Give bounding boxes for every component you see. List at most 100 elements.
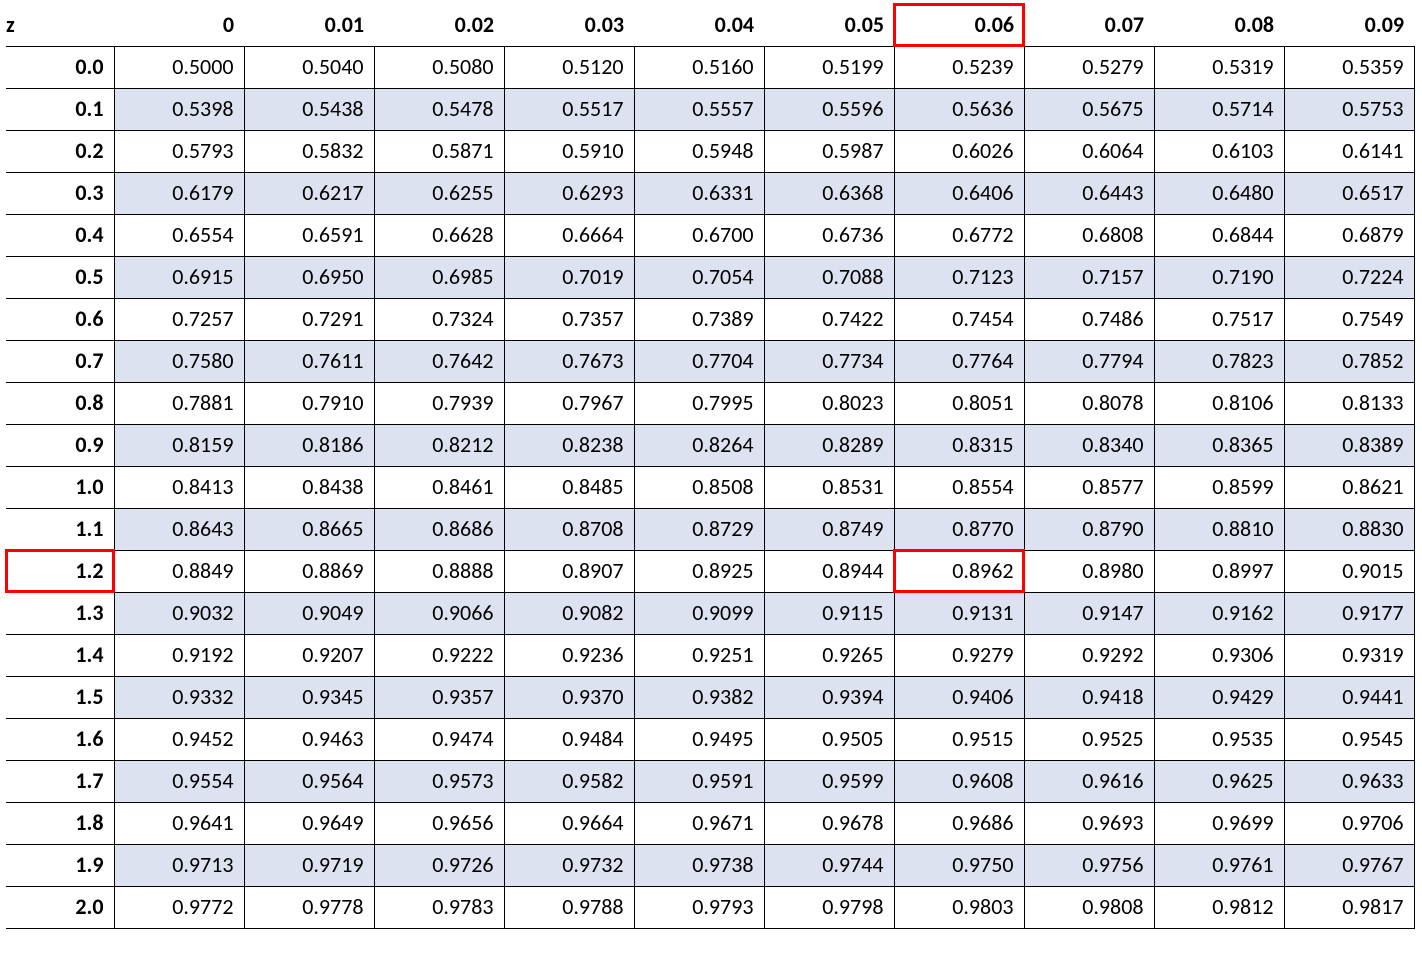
cell: 0.7157 [1024,256,1154,298]
cell: 0.8980 [1024,550,1154,592]
cell: 0.8749 [764,508,894,550]
cell: 0.5319 [1154,46,1284,88]
cell: 0.6026 [894,130,1024,172]
cell: 0.6103 [1154,130,1284,172]
cell: 0.6591 [244,214,374,256]
cell: 0.9788 [504,886,634,928]
cell: 0.7764 [894,340,1024,382]
cell: 0.9292 [1024,634,1154,676]
col-header: 0.08 [1154,4,1284,46]
cell: 0.8810 [1154,508,1284,550]
cell: 0.8461 [374,466,504,508]
cell: 0.6736 [764,214,894,256]
row-header: 1.0 [6,466,114,508]
cell: 0.9699 [1154,802,1284,844]
cell: 0.8531 [764,466,894,508]
cell: 0.9671 [634,802,764,844]
cell: 0.8729 [634,508,764,550]
cell: 0.5438 [244,88,374,130]
cell-highlighted: 0.8962 [894,550,1024,592]
cell: 0.8485 [504,466,634,508]
row-header: 0.8 [6,382,114,424]
cell: 0.9382 [634,676,764,718]
cell: 0.7324 [374,298,504,340]
cell: 0.7995 [634,382,764,424]
cell: 0.7967 [504,382,634,424]
table-row: 0.8 0.7881 0.7910 0.7939 0.7967 0.7995 0… [6,382,1414,424]
cell: 0.7673 [504,340,634,382]
cell: 0.9515 [894,718,1024,760]
cell: 0.6179 [114,172,244,214]
cell: 0.6700 [634,214,764,256]
cell: 0.6255 [374,172,504,214]
cell: 0.9207 [244,634,374,676]
cell: 0.7852 [1284,340,1414,382]
cell: 0.9495 [634,718,764,760]
cell: 0.9591 [634,760,764,802]
cell: 0.9625 [1154,760,1284,802]
cell: 0.7517 [1154,298,1284,340]
table-row: 1.5 0.9332 0.9345 0.9357 0.9370 0.9382 0… [6,676,1414,718]
cell: 0.9750 [894,844,1024,886]
cell: 0.5793 [114,130,244,172]
cell: 0.9441 [1284,676,1414,718]
cell: 0.9738 [634,844,764,886]
cell: 0.7019 [504,256,634,298]
cell: 0.8621 [1284,466,1414,508]
table-body: 0.0 0.5000 0.5040 0.5080 0.5120 0.5160 0… [6,46,1414,928]
table-row: 1.9 0.9713 0.9719 0.9726 0.9732 0.9738 0… [6,844,1414,886]
cell: 0.6443 [1024,172,1154,214]
cell: 0.9554 [114,760,244,802]
header-row: z 0 0.01 0.02 0.03 0.04 0.05 0.06 0.07 0… [6,4,1414,46]
cell: 0.9713 [114,844,244,886]
cell: 0.8389 [1284,424,1414,466]
cell: 0.8264 [634,424,764,466]
cell: 0.8340 [1024,424,1154,466]
cell: 0.8023 [764,382,894,424]
cell: 0.9616 [1024,760,1154,802]
cell: 0.5987 [764,130,894,172]
cell: 0.9545 [1284,718,1414,760]
cell: 0.5675 [1024,88,1154,130]
cell: 0.9115 [764,592,894,634]
cell: 0.7190 [1154,256,1284,298]
cell: 0.8770 [894,508,1024,550]
cell: 0.7454 [894,298,1024,340]
cell: 0.9744 [764,844,894,886]
cell: 0.5557 [634,88,764,130]
cell: 0.6844 [1154,214,1284,256]
col-header-highlighted: 0.06 [894,4,1024,46]
cell: 0.9082 [504,592,634,634]
row-header: 1.7 [6,760,114,802]
cell: 0.6480 [1154,172,1284,214]
cell: 0.8315 [894,424,1024,466]
cell: 0.9345 [244,676,374,718]
table-row: 0.7 0.7580 0.7611 0.7642 0.7673 0.7704 0… [6,340,1414,382]
cell: 0.8665 [244,508,374,550]
col-header: 0.03 [504,4,634,46]
cell: 0.9279 [894,634,1024,676]
cell: 0.5596 [764,88,894,130]
cell: 0.9767 [1284,844,1414,886]
cell: 0.5910 [504,130,634,172]
cell: 0.8159 [114,424,244,466]
cell: 0.9049 [244,592,374,634]
col-header: 0.09 [1284,4,1414,46]
cell: 0.6879 [1284,214,1414,256]
cell: 0.5120 [504,46,634,88]
cell: 0.9641 [114,802,244,844]
cell: 0.6517 [1284,172,1414,214]
cell: 0.9535 [1154,718,1284,760]
row-header: 0.7 [6,340,114,382]
row-header: 0.0 [6,46,114,88]
cell: 0.9394 [764,676,894,718]
cell: 0.6772 [894,214,1024,256]
row-header: 0.1 [6,88,114,130]
cell: 0.8888 [374,550,504,592]
table-row: 0.0 0.5000 0.5040 0.5080 0.5120 0.5160 0… [6,46,1414,88]
cell: 0.8212 [374,424,504,466]
cell: 0.5359 [1284,46,1414,88]
cell: 0.9192 [114,634,244,676]
cell: 0.7794 [1024,340,1154,382]
cell: 0.6368 [764,172,894,214]
